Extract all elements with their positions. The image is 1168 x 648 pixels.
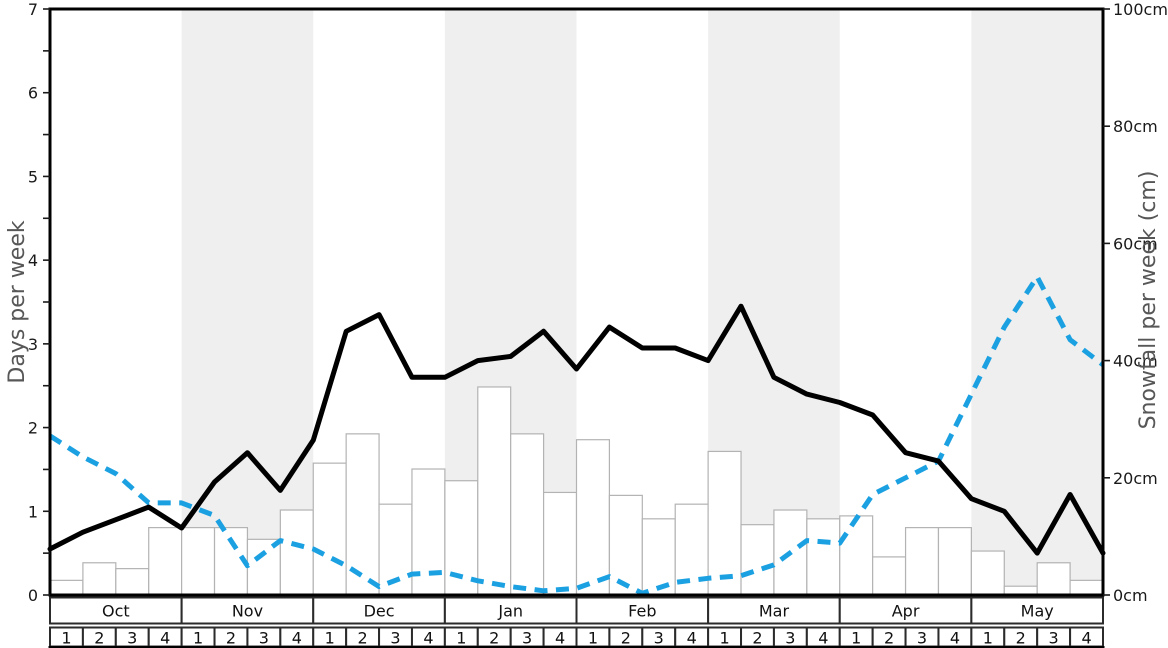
month-cell bbox=[180, 596, 315, 625]
month-label: Jan bbox=[497, 602, 523, 621]
snowfall-bar bbox=[740, 524, 775, 596]
snowfall-bar bbox=[82, 562, 117, 596]
snowfall-bar bbox=[49, 579, 84, 596]
snowfall-bar bbox=[312, 462, 347, 596]
week-label: 4 bbox=[950, 629, 960, 648]
month-shading-bands bbox=[181, 9, 1103, 595]
left-axis-tick-label: 3 bbox=[28, 335, 38, 354]
data-lines bbox=[47, 274, 1106, 596]
month-week-table: Oct 1 2 3 4 Nov 1 2 3 4 Dec 1 2 3 4 Jan 1 2 3 4 Feb 1 2 3 4 Mar 1 2… bbox=[48, 596, 1105, 648]
right-axis-tick-label: 80cm bbox=[1113, 117, 1158, 136]
left-axis-tick-label: 5 bbox=[28, 167, 38, 186]
snowfall-bar bbox=[839, 515, 874, 596]
snowfall-bar bbox=[279, 509, 314, 596]
month-cell bbox=[970, 596, 1104, 625]
right-axis-tick-label: 20cm bbox=[1113, 469, 1158, 488]
week-label: 3 bbox=[127, 629, 137, 648]
week-label: 2 bbox=[489, 629, 499, 648]
week-label: 3 bbox=[259, 629, 269, 648]
month-band bbox=[181, 9, 314, 595]
y-axis-right-title: Snowfall per week (cm) bbox=[1136, 171, 1161, 430]
snowfall-bar bbox=[608, 494, 643, 596]
axes: 0 1 2 3 4 5 6 7 0cm 20cm 40cm 60cm 80cm 100cm bbox=[28, 0, 1168, 605]
week-label: 2 bbox=[884, 629, 894, 648]
week-label: 2 bbox=[358, 629, 368, 648]
left-axis-tick-label: 0 bbox=[28, 586, 38, 605]
month-cell bbox=[312, 596, 446, 625]
week-label: 4 bbox=[423, 629, 433, 648]
right-axis-tick-label: 0cm bbox=[1113, 586, 1148, 605]
month-label: Nov bbox=[232, 602, 263, 621]
month-label: May bbox=[1021, 602, 1054, 621]
week-label: 3 bbox=[390, 629, 400, 648]
y-axis-left-title: Days per week bbox=[5, 220, 30, 383]
snowfall-bar bbox=[115, 568, 150, 596]
left-axis-tick-label: 2 bbox=[28, 419, 38, 438]
week-label: 3 bbox=[654, 629, 664, 648]
left-axis-tick-label: 4 bbox=[28, 251, 38, 270]
right-axis-tick-label: 40cm bbox=[1113, 352, 1158, 371]
snowfall-bar bbox=[970, 550, 1005, 596]
month-label: Oct bbox=[102, 602, 130, 621]
left-axis-tick-label: 1 bbox=[28, 502, 38, 521]
snowfall-bar bbox=[872, 556, 907, 596]
month-cell bbox=[49, 596, 183, 625]
week-label: 4 bbox=[687, 629, 697, 648]
week-label: 4 bbox=[818, 629, 828, 648]
left-axis-tick-label: 7 bbox=[28, 0, 38, 19]
snowfall-bar bbox=[1036, 562, 1071, 596]
week-label: 2 bbox=[94, 629, 104, 648]
week-label: 1 bbox=[588, 629, 598, 648]
month-cell bbox=[707, 596, 841, 625]
right-axis-tick-label: 100cm bbox=[1113, 0, 1168, 19]
month-label: Mar bbox=[759, 602, 790, 621]
snowfall-bar bbox=[937, 527, 972, 596]
week-label: 4 bbox=[1081, 629, 1091, 648]
week-label: 4 bbox=[292, 629, 302, 648]
snowfall-bar bbox=[1069, 579, 1104, 596]
snowfall-bar bbox=[510, 433, 545, 596]
snowfall-bar bbox=[707, 450, 742, 596]
snowfall-bar bbox=[904, 527, 940, 596]
month-label: Feb bbox=[628, 602, 656, 621]
week-label: 1 bbox=[456, 629, 466, 648]
month-cell bbox=[575, 596, 710, 625]
week-label: 2 bbox=[621, 629, 631, 648]
left-axis-tick-label: 6 bbox=[28, 84, 38, 103]
snowfall-bar bbox=[542, 491, 578, 596]
week-label: 4 bbox=[160, 629, 170, 648]
month-cell bbox=[838, 596, 973, 625]
snowfall-bar bbox=[477, 386, 512, 596]
month-band bbox=[971, 9, 1103, 595]
month-label: Apr bbox=[892, 602, 920, 621]
week-label: 1 bbox=[851, 629, 861, 648]
snowfall-bar bbox=[148, 527, 183, 596]
snowfall-bar bbox=[575, 439, 611, 596]
week-label: 3 bbox=[522, 629, 532, 648]
month-cell bbox=[443, 596, 578, 625]
snowfall-bar bbox=[181, 527, 216, 596]
week-label: 1 bbox=[719, 629, 729, 648]
week-label: 2 bbox=[1016, 629, 1026, 648]
month-label: Dec bbox=[364, 602, 395, 621]
week-label: 4 bbox=[555, 629, 565, 648]
right-axis-tick-label: 60cm bbox=[1113, 234, 1158, 253]
week-label: 1 bbox=[325, 629, 335, 648]
week-label: 1 bbox=[983, 629, 993, 648]
snowfall-bar bbox=[641, 518, 676, 596]
snow-days-line bbox=[47, 303, 1106, 556]
week-label: 3 bbox=[1049, 629, 1059, 648]
week-label: 1 bbox=[193, 629, 203, 648]
week-label: 2 bbox=[752, 629, 762, 648]
week-label: 2 bbox=[226, 629, 236, 648]
snowfall-bar bbox=[246, 538, 281, 596]
snowfall-bar bbox=[806, 518, 841, 596]
week-label: 3 bbox=[785, 629, 795, 648]
week-label: 3 bbox=[917, 629, 927, 648]
week-label: 1 bbox=[61, 629, 71, 648]
